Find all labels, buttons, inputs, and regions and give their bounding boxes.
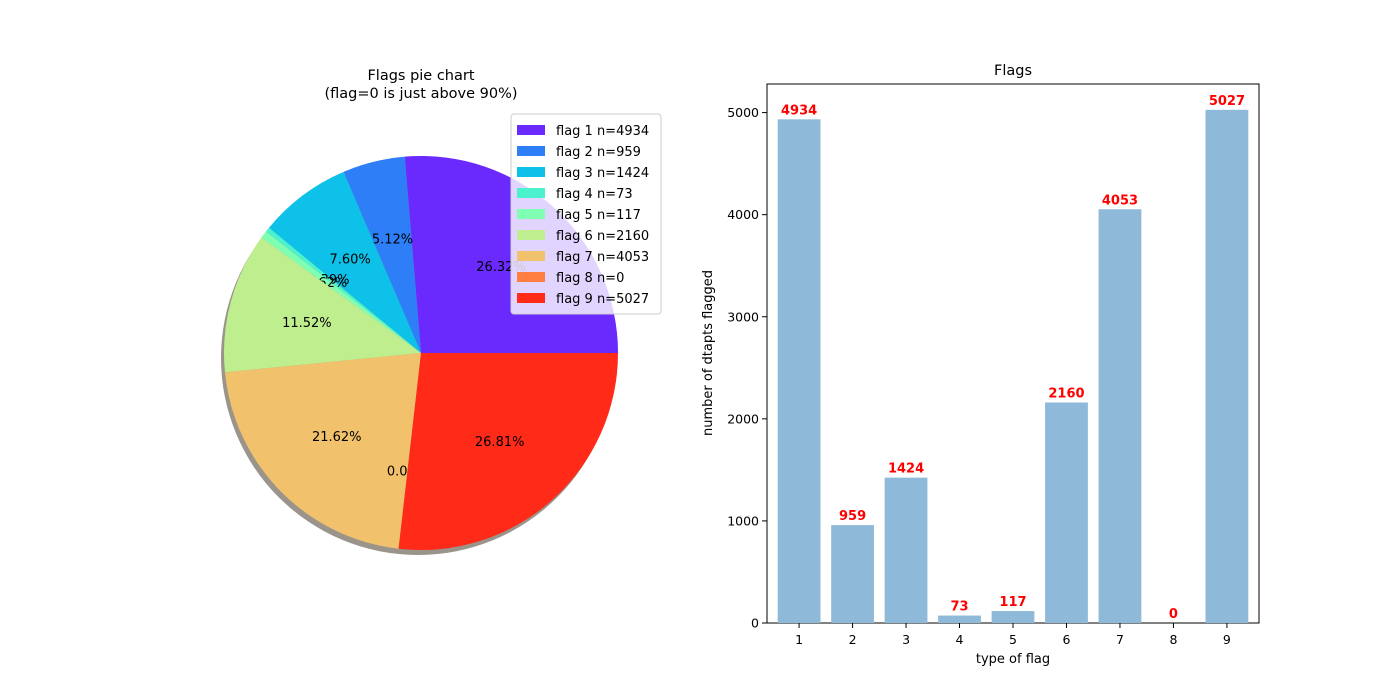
bar-chart: 0 1000 2000 3000 4000 5000 1 4934 2 959 3 1424 4 73 5 1… <box>727 94 1249 647</box>
bar-value-label: 1424 <box>888 462 924 477</box>
legend-entry: flag 4 n=73 <box>556 187 633 202</box>
pie-subtitle: (flag=0 is just above 90%) <box>324 86 517 102</box>
pie-slice-flag-6 <box>224 237 421 373</box>
pie-slice-flag-3 <box>268 171 421 353</box>
legend-swatch <box>517 272 545 282</box>
bar-value-label: 0 <box>1169 607 1178 622</box>
bar-flag-3 <box>884 477 928 623</box>
legend-entry: flag 1 n=4934 <box>556 124 649 139</box>
legend-swatch <box>517 188 545 198</box>
pie-legend: flag 1 n=4934 flag 2 n=959 flag 3 n=1424 fl… <box>510 113 662 315</box>
legend-entry: flag 9 n=5027 <box>556 292 649 307</box>
x-tick-label: 3 <box>902 632 910 647</box>
bar-value-label: 5027 <box>1209 94 1245 109</box>
pie-slice-flag-9 <box>398 353 618 550</box>
y-tick-label: 2000 <box>727 411 759 426</box>
pie-pct-label: 11.52% <box>282 316 332 331</box>
x-tick-label: 5 <box>1009 632 1017 647</box>
bar-value-label: 2160 <box>1048 387 1084 402</box>
bar-flag-7 <box>1098 209 1142 623</box>
legend-entry: flag 2 n=959 <box>556 145 641 160</box>
pie-pct-label: 21.62% <box>312 430 362 445</box>
legend-entry: flag 6 n=2160 <box>556 229 649 244</box>
legend-swatch <box>517 293 545 303</box>
legend-entry: flag 8 n=0 <box>556 271 624 286</box>
pie-slice-flag-4 <box>265 227 421 353</box>
bar-value-label: 4934 <box>781 103 817 118</box>
x-tick-label: 6 <box>1063 632 1071 647</box>
legend-entry: flag 7 n=4053 <box>556 250 649 265</box>
pie-pct-label: 7.60% <box>329 252 370 267</box>
pie-slice-flag-5 <box>261 231 421 353</box>
bar-flag-4 <box>938 615 981 623</box>
legend-box <box>510 113 662 315</box>
legend-swatch <box>517 125 545 135</box>
bar-value-label: 4053 <box>1102 193 1138 208</box>
x-tick-label: 8 <box>1169 632 1177 647</box>
legend-swatch <box>517 209 545 219</box>
x-tick-label: 2 <box>849 632 857 647</box>
pie-slice-flag-2 <box>343 156 421 353</box>
legend-swatch <box>517 167 545 177</box>
y-tick-label: 4000 <box>727 207 759 222</box>
bar-flag-5 <box>991 611 1035 623</box>
pie-slice-flag-7 <box>224 353 421 549</box>
x-axis-label: type of flag <box>976 652 1050 667</box>
y-tick-label: 0 <box>751 616 759 631</box>
x-tick-label: 4 <box>956 632 964 647</box>
bar-flag-6 <box>1045 402 1088 623</box>
bar-flag-1 <box>777 119 821 623</box>
y-axis-label: number of dtapts flagged <box>701 270 716 436</box>
y-tick-label: 5000 <box>727 105 759 120</box>
bar-value-label: 959 <box>839 509 866 524</box>
bar-value-label: 117 <box>999 595 1026 610</box>
bar-value-label: 73 <box>950 600 968 615</box>
legend-swatch <box>517 230 545 240</box>
pie-pct-label: 5.12% <box>372 232 413 247</box>
pie-title: Flags pie chart <box>367 68 474 84</box>
legend-entry: flag 5 n=117 <box>556 208 641 223</box>
y-tick-label: 3000 <box>727 309 759 324</box>
pie-pct-label: 26.81% <box>475 435 525 450</box>
legend-swatch <box>517 146 545 156</box>
bar-flag-2 <box>831 525 874 623</box>
legend-swatch <box>517 251 545 261</box>
legend-entry: flag 3 n=1424 <box>556 166 649 181</box>
x-tick-label: 9 <box>1223 632 1231 647</box>
x-tick-label: 7 <box>1116 632 1124 647</box>
bar-title: Flags <box>994 63 1032 79</box>
x-tick-label: 1 <box>795 632 803 647</box>
y-tick-label: 1000 <box>727 513 759 528</box>
bar-flag-9 <box>1205 109 1249 623</box>
